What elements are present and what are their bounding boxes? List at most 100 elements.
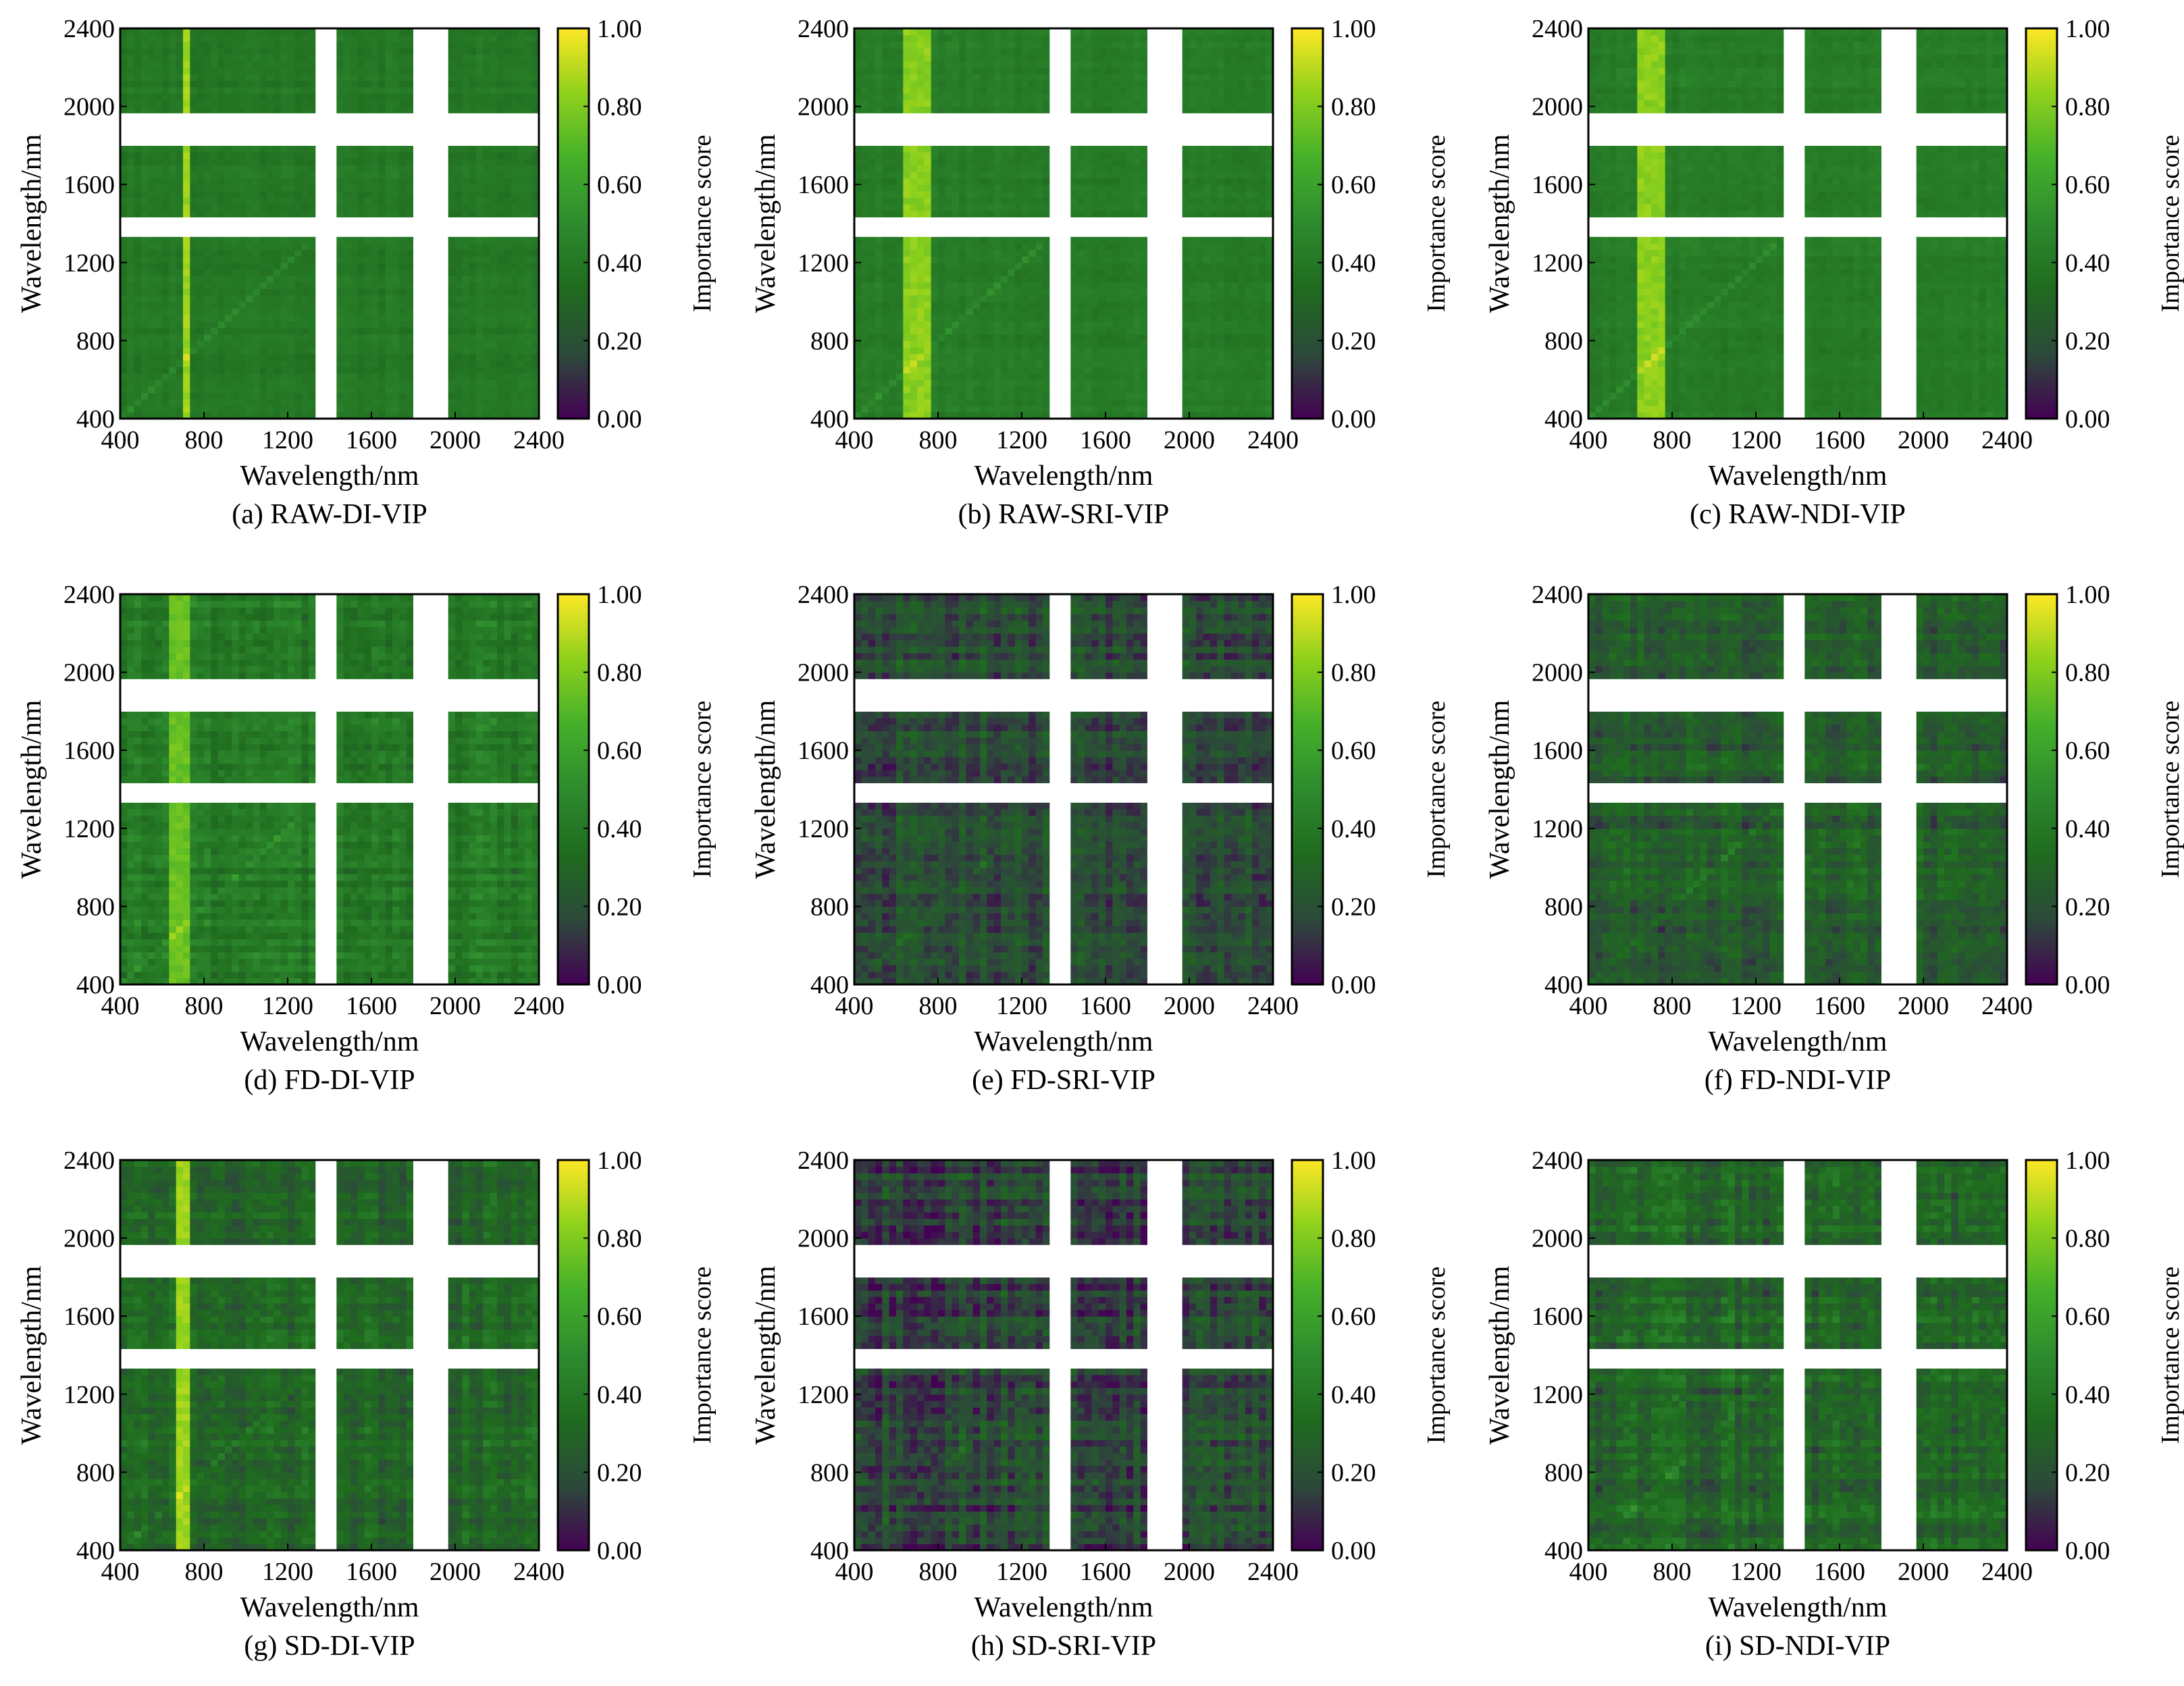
heatmap-cell [945,191,952,198]
heatmap-cell [148,386,155,393]
heatmap-cell [924,379,931,386]
heatmap-cell [483,61,490,68]
heatmap-cell [260,191,267,198]
heatmap-cell [427,282,435,289]
heatmap-cell [365,165,372,172]
heatmap-cell [120,288,128,295]
heatmap-cell [476,55,484,61]
heatmap-cell [518,250,525,257]
heatmap-cell [959,217,966,223]
heatmap-cell [155,48,163,55]
heatmap-cell [211,269,218,275]
heatmap-cell [204,41,211,48]
heatmap-cell [350,334,358,341]
heatmap-cell [218,308,226,315]
heatmap-cell [434,74,442,80]
heatmap-cell [294,302,302,309]
heatmap-cell [497,191,504,198]
heatmap-cell [253,74,260,80]
heatmap-cell [350,35,358,42]
heatmap-cell [246,74,253,80]
heatmap-cell [371,315,379,321]
heatmap-cell [141,340,149,347]
heatmap-cell [476,191,484,198]
heatmap-cell [889,107,897,113]
heatmap-cell [924,178,931,185]
heatmap-cell [490,288,498,295]
heatmap-cell [896,379,904,386]
heatmap-cell [490,321,498,328]
heatmap-cell [365,223,372,230]
heatmap-cell [294,113,302,120]
heatmap-cell [274,263,281,269]
heatmap-cell [476,120,484,126]
heatmap-cell [344,159,351,165]
heatmap-cell [420,132,427,139]
heatmap-cell [938,327,945,334]
heatmap-cell [218,250,226,257]
heatmap-cell [378,386,386,393]
heatmap-cell [294,217,302,223]
heatmap-cell [407,159,414,165]
heatmap-cell [350,379,358,386]
heatmap-cell [267,217,274,223]
heatmap-cell [476,327,484,334]
heatmap-cell [148,178,155,185]
heatmap-cell [407,223,414,230]
heatmap-cell [420,230,427,237]
heatmap-cell [204,35,211,42]
heatmap-cell [483,269,490,275]
heatmap-cell [323,74,330,80]
heatmap-cell [330,379,337,386]
heatmap-cell [183,360,190,367]
heatmap-cell [330,145,337,152]
heatmap-cell [371,263,379,269]
heatmap-cell [344,184,351,191]
heatmap-cell [378,347,386,354]
heatmap-cell [427,217,435,223]
heatmap-cell [127,68,134,74]
heatmap-cell [357,379,365,386]
heatmap-cell [378,132,386,139]
heatmap-cell [497,392,504,399]
heatmap-cell [469,152,477,159]
heatmap-cell [854,354,862,361]
heatmap-cell [190,347,197,354]
heatmap-cell [483,159,490,165]
heatmap-cell [294,347,302,354]
heatmap-cell [476,373,484,380]
heatmap-cell [204,354,211,361]
heatmap-cell [204,87,211,94]
heatmap-cell [274,184,281,191]
heatmap-cell [148,308,155,315]
heatmap-cell [315,308,323,315]
heatmap-cell [511,354,519,361]
heatmap-cell [190,159,197,165]
heatmap-cell [204,379,211,386]
heatmap-cell [420,236,427,243]
heatmap-cell [365,35,372,42]
heatmap-cell [365,74,372,80]
heatmap-cell [204,126,211,133]
heatmap-cell [441,184,448,191]
heatmap-cell [959,269,966,275]
heatmap-cell [309,61,316,68]
heatmap-cell [218,178,226,185]
heatmap-cell [889,145,897,152]
heatmap-cell [309,204,316,211]
heatmap-cell [309,399,316,406]
heatmap-cell [323,230,330,237]
heatmap-cell [253,145,260,152]
heatmap-cell [378,373,386,380]
heatmap-cell [134,236,142,243]
heatmap-cell [288,236,295,243]
heatmap-cell [896,204,904,211]
heatmap-cell [134,100,142,107]
heatmap-cell [889,126,897,133]
heatmap-cell [232,302,239,309]
heatmap-cell [476,288,484,295]
heatmap-cell [176,139,184,146]
heatmap-cell [302,288,309,295]
heatmap-cell [309,321,316,328]
heatmap-cell [336,68,344,74]
